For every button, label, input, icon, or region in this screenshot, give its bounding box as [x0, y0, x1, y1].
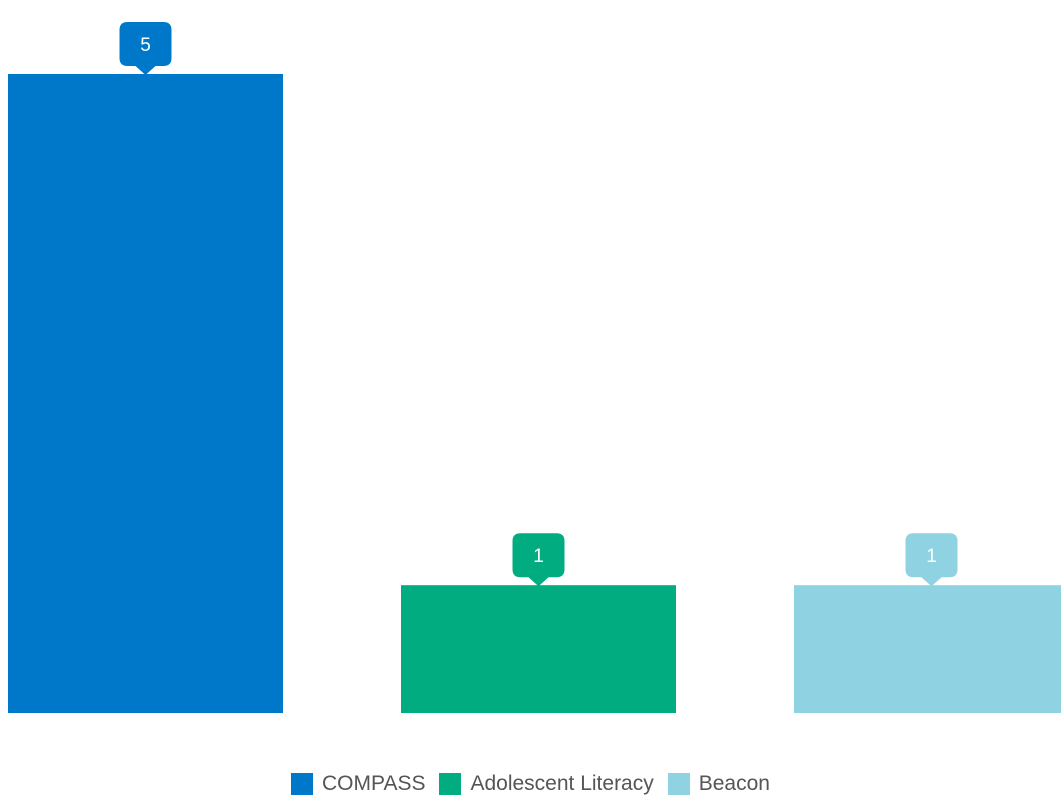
legend-label-beacon: Beacon: [698, 772, 770, 795]
bar-chart: 5 1 1: [8, 22, 1061, 713]
legend-swatch-beacon: [667, 773, 690, 795]
data-label-bubble: [119, 22, 172, 75]
legend-label-adolescent-literacy: Adolescent Literacy: [470, 772, 654, 795]
data-label-bubble: [512, 533, 565, 587]
data-label-text: 5: [140, 35, 151, 56]
chart-legend: COMPASS Adolescent Literacy Beacon: [0, 772, 1061, 796]
bar-beacon[interactable]: [794, 585, 1061, 713]
data-label-bubble: [905, 533, 958, 587]
legend-swatch-compass: [291, 773, 313, 795]
data-label-text: 1: [926, 546, 937, 567]
legend-label-compass: COMPASS: [322, 772, 426, 795]
legend-item-compass[interactable]: COMPASS: [291, 772, 425, 796]
data-label-text: 1: [533, 546, 544, 567]
bar-compass[interactable]: [8, 74, 283, 713]
data-label-compass: 5: [119, 22, 172, 75]
bar-adolescent-literacy[interactable]: [401, 585, 676, 713]
legend-item-adolescent-literacy[interactable]: Adolescent Literacy: [439, 772, 654, 796]
data-label-beacon: 1: [905, 533, 958, 587]
legend-swatch-adolescent-literacy: [439, 773, 462, 795]
data-label-adolescent-literacy: 1: [512, 533, 565, 587]
legend-item-beacon[interactable]: Beacon: [667, 772, 770, 796]
